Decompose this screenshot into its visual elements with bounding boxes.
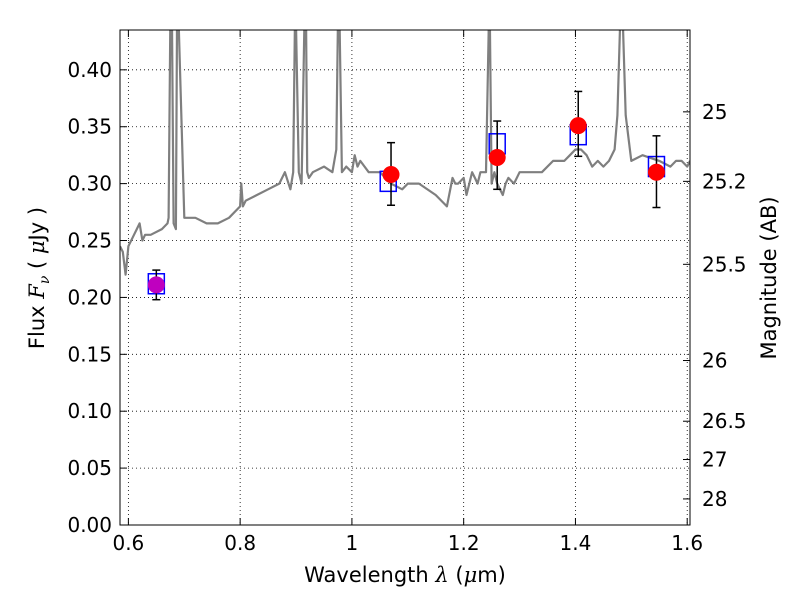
x-tick-label: 1 [346, 531, 359, 555]
x-tick-label: 0.8 [224, 531, 256, 555]
y-tick-label: 0.25 [67, 229, 112, 253]
y-tick-label: 0.05 [67, 456, 112, 480]
data-point [569, 117, 587, 135]
y-tick-label: 0.35 [67, 115, 112, 139]
spectrum-series [120, 30, 690, 276]
y-tick-label: 0.15 [67, 342, 112, 366]
y-axis: 0.00 0.05 0.10 0.15 0.20 0.25 0.30 0.35 0.40 [67, 58, 127, 537]
spectrum-line [120, 30, 690, 276]
y2-axis: 25 25.2 25.5 26 26.5 27 28 [683, 100, 747, 511]
y2-axis-label: Magnitude (AB) [757, 196, 781, 359]
y-tick-label: 0.00 [67, 513, 112, 537]
y2-tick-label: 26.5 [702, 409, 747, 433]
y-tick-label: 0.30 [67, 172, 112, 196]
data-point [488, 148, 506, 166]
x-tick-label: 1.6 [671, 531, 703, 555]
x-tick-label: 1.2 [448, 531, 480, 555]
data-point [147, 276, 165, 294]
y-axis-label: Flux Fν ( μJy ) [25, 207, 53, 349]
x-tick-label: 1.4 [560, 531, 592, 555]
x-axis: 0.6 0.8 1 1.2 1.4 1.6 [112, 30, 703, 555]
x-axis-label: Wavelength λ (μm) [304, 563, 506, 587]
grid [120, 30, 690, 526]
y-tick-label: 0.20 [67, 285, 112, 309]
y2-tick-label: 25.2 [702, 169, 747, 193]
data-point [382, 166, 400, 184]
observed-photometry-series [147, 90, 665, 301]
plot-frame [119, 29, 691, 526]
y2-tick-label: 27 [702, 448, 727, 472]
y2-tick-label: 25 [702, 100, 727, 124]
x-tick-label: 0.6 [112, 531, 144, 555]
y-tick-label: 0.40 [67, 58, 112, 82]
data-point [647, 163, 665, 181]
y-tick-label: 0.10 [67, 399, 112, 423]
model-photometry-series [147, 123, 666, 295]
y2-tick-label: 28 [702, 487, 727, 511]
y2-tick-label: 26 [702, 349, 727, 373]
y2-tick-label: 25.5 [702, 252, 747, 276]
